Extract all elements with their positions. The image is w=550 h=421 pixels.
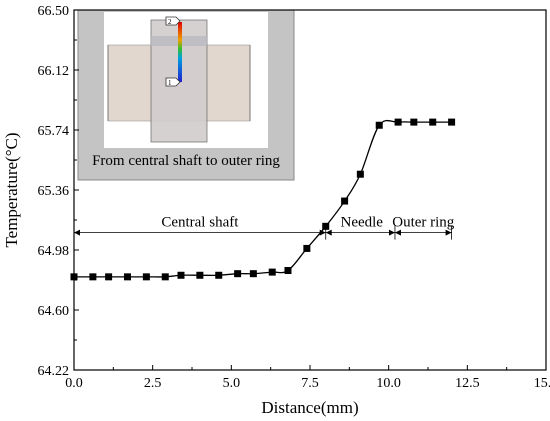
x-tick-label: 2.5 (144, 376, 162, 391)
inset-image: 2 1 From central shaft to outer ring (77, 9, 295, 181)
data-point (123, 273, 131, 281)
x-tick-label: 5.0 (223, 376, 241, 391)
y-tick-label: 65.36 (38, 184, 70, 199)
series-markers (70, 118, 456, 281)
y-axis: 64.22 64.60 64.98 65.36 65.74 66.12 66.50 (38, 4, 79, 379)
data-point (196, 271, 204, 279)
y-axis-title: Temperature(°C) (2, 132, 21, 247)
annotation-arrow-right (388, 229, 395, 236)
annotation-arrow-left (325, 229, 332, 236)
inset-caption: From central shaft to outer ring (92, 153, 280, 169)
data-point (268, 268, 276, 276)
annotation-arrow-left (74, 229, 80, 236)
annotation-label: Central shaft (161, 215, 239, 231)
data-point (161, 273, 169, 281)
data-point (284, 267, 292, 275)
annotation-label: Needle (340, 215, 383, 231)
inset-probe-marker-1: 1 (165, 77, 181, 87)
annotation-arrow-left (394, 229, 401, 236)
data-point (89, 273, 97, 281)
x-axis: 0.0 2.5 5.0 7.5 10.0 12.5 15.0 (65, 365, 550, 391)
data-point (303, 244, 311, 252)
y-tick-label: 66.50 (38, 4, 70, 19)
x-tick-label: 15.0 (534, 376, 550, 391)
data-point (105, 273, 113, 281)
series-curve (74, 119, 452, 278)
y-tick-label: 66.12 (38, 64, 70, 79)
x-tick-label: 12.5 (455, 376, 480, 391)
inset-probe-line (178, 22, 182, 82)
x-tick-label: 10.0 (376, 376, 401, 391)
data-point (215, 271, 223, 279)
data-point (249, 270, 257, 278)
data-point (234, 270, 242, 278)
x-axis-title: Distance(mm) (261, 398, 358, 417)
data-point (375, 121, 383, 129)
y-tick-label: 65.74 (38, 124, 70, 139)
data-point (70, 273, 78, 281)
inset-probe-marker-2: 2 (165, 16, 181, 26)
data-point (410, 118, 418, 126)
inset-probe-label-2: 2 (168, 18, 172, 26)
data-point (142, 273, 150, 281)
inset-probe-label-1: 1 (168, 79, 172, 87)
data-point (429, 118, 437, 126)
annotation-arrow-right (445, 229, 452, 236)
x-tick-label: 0.0 (65, 376, 83, 391)
data-point (448, 118, 456, 126)
data-point (341, 197, 349, 205)
data-point (177, 271, 185, 279)
data-point (356, 170, 364, 178)
y-tick-label: 64.60 (38, 304, 70, 319)
x-tick-label: 7.5 (301, 376, 319, 391)
region-annotations: Central shaft Needle Outer ring (74, 215, 455, 240)
annotation-label: Outer ring (392, 215, 455, 231)
y-tick-label: 64.22 (38, 364, 70, 379)
data-point (394, 118, 402, 126)
y-tick-label: 64.98 (38, 244, 70, 259)
data-point (322, 222, 330, 230)
